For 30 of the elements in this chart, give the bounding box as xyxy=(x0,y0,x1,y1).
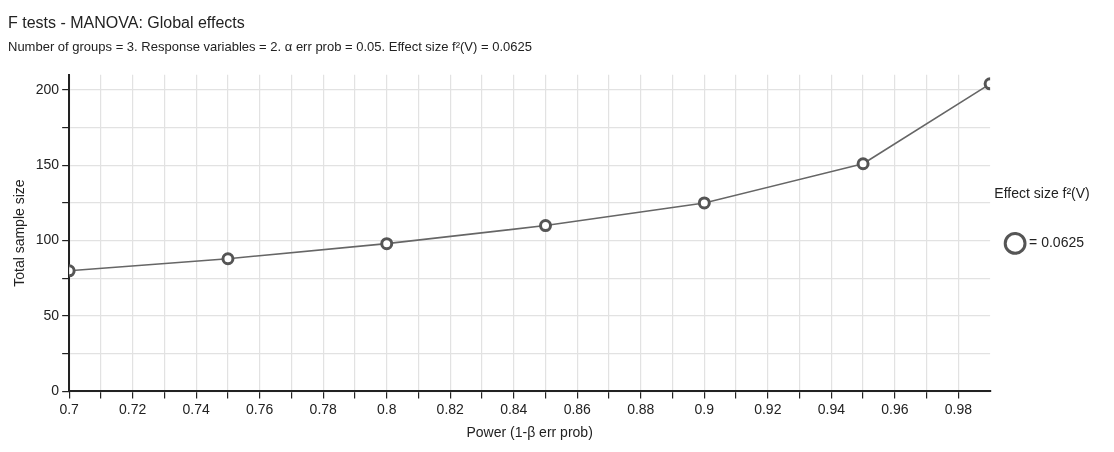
y-tick-label: 200 xyxy=(35,80,60,97)
x-tick-label: 0.96 xyxy=(881,400,909,417)
y-axis-title: Total sample size xyxy=(11,179,28,287)
point xyxy=(856,157,870,171)
x-tick-label: 0.8 xyxy=(376,400,397,417)
x-tick-label: 0.78 xyxy=(309,400,338,417)
y-tick-label: 0 xyxy=(51,382,60,399)
x-tick-label: 0.88 xyxy=(627,400,655,417)
point xyxy=(697,196,711,210)
x-tick-label: 0.92 xyxy=(754,400,782,417)
x-tick-label: 0.84 xyxy=(500,400,528,417)
legend-title: Effect size f²(V) xyxy=(994,185,1090,202)
point xyxy=(539,219,553,233)
y-tick-label: 100 xyxy=(35,231,60,248)
x-tick-label: 0.7 xyxy=(59,400,80,417)
point xyxy=(380,237,394,251)
y-tick-label: 150 xyxy=(35,156,60,173)
chart-title: F tests - MANOVA: Global effects xyxy=(8,14,245,32)
x-axis-title: Power (1-β err prob) xyxy=(466,424,593,441)
x-tick-label: 0.74 xyxy=(182,400,211,417)
x-tick-label: 0.94 xyxy=(817,400,846,417)
x-tick-label: 0.98 xyxy=(944,400,973,417)
x-tick-label: 0.82 xyxy=(436,400,465,417)
y-tick-label: 50 xyxy=(43,306,60,323)
chart-subtitle: Number of groups = 3. Response variables = 2. α err prob = 0.05. Effect size f²(V) = 0.0625 xyxy=(8,38,532,54)
x-tick-label: 0.76 xyxy=(246,400,274,417)
legend-label: = 0.0625 xyxy=(1029,234,1085,251)
x-tick-label: 0.86 xyxy=(563,400,592,417)
x-tick-label: 0.72 xyxy=(119,400,147,417)
x-tick-label: 0.9 xyxy=(694,400,715,417)
